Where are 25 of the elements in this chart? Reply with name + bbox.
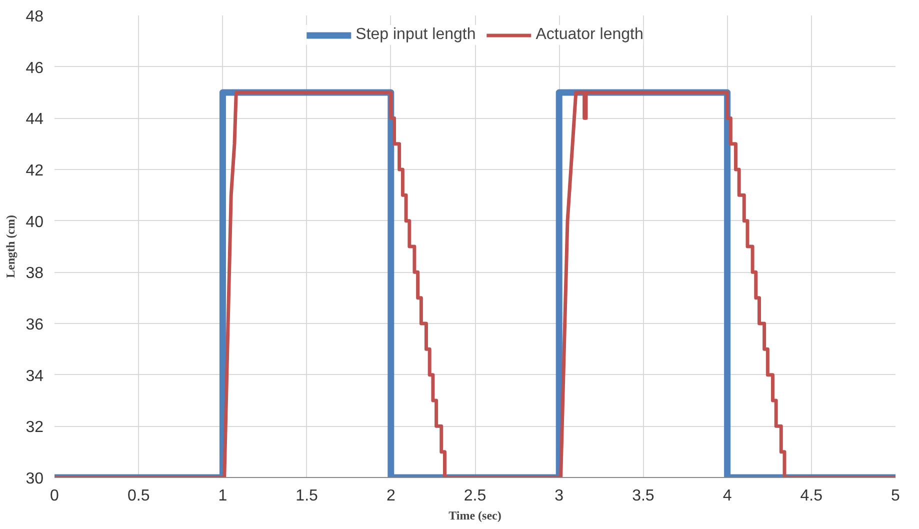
y-tick-label: 38 — [26, 265, 44, 282]
x-tick-label: 0.5 — [127, 488, 150, 504]
x-tick-label: 1.5 — [296, 488, 318, 504]
x-tick-label: 4.5 — [800, 488, 823, 504]
y-tick-label: 32 — [26, 419, 44, 436]
x-axis-title: Time (sec) — [448, 508, 502, 522]
x-tick-label: 3.5 — [632, 488, 654, 504]
legend-label: Step input length — [356, 26, 476, 44]
y-tick-label: 30 — [26, 470, 44, 488]
y-tick-label: 34 — [26, 368, 44, 385]
y-tick-label: 48 — [26, 8, 44, 26]
y-axis-title: Length (cm) — [4, 214, 18, 278]
x-tick-label: 5 — [891, 488, 900, 504]
y-tick-label: 46 — [26, 60, 44, 77]
x-tick-label: 2 — [386, 488, 396, 504]
legend-label: Actuator length — [536, 26, 644, 44]
x-tick-label: 1 — [218, 488, 228, 504]
y-tick-label: 42 — [26, 162, 44, 180]
x-tick-label: 4 — [722, 488, 732, 504]
x-tick-label: 0 — [50, 488, 60, 504]
x-tick-label: 3 — [554, 488, 564, 504]
x-tick-label: 2.5 — [464, 488, 486, 504]
y-tick-label: 36 — [26, 316, 44, 334]
y-tick-label: 40 — [26, 214, 44, 231]
y-tick-label: 44 — [26, 111, 44, 128]
